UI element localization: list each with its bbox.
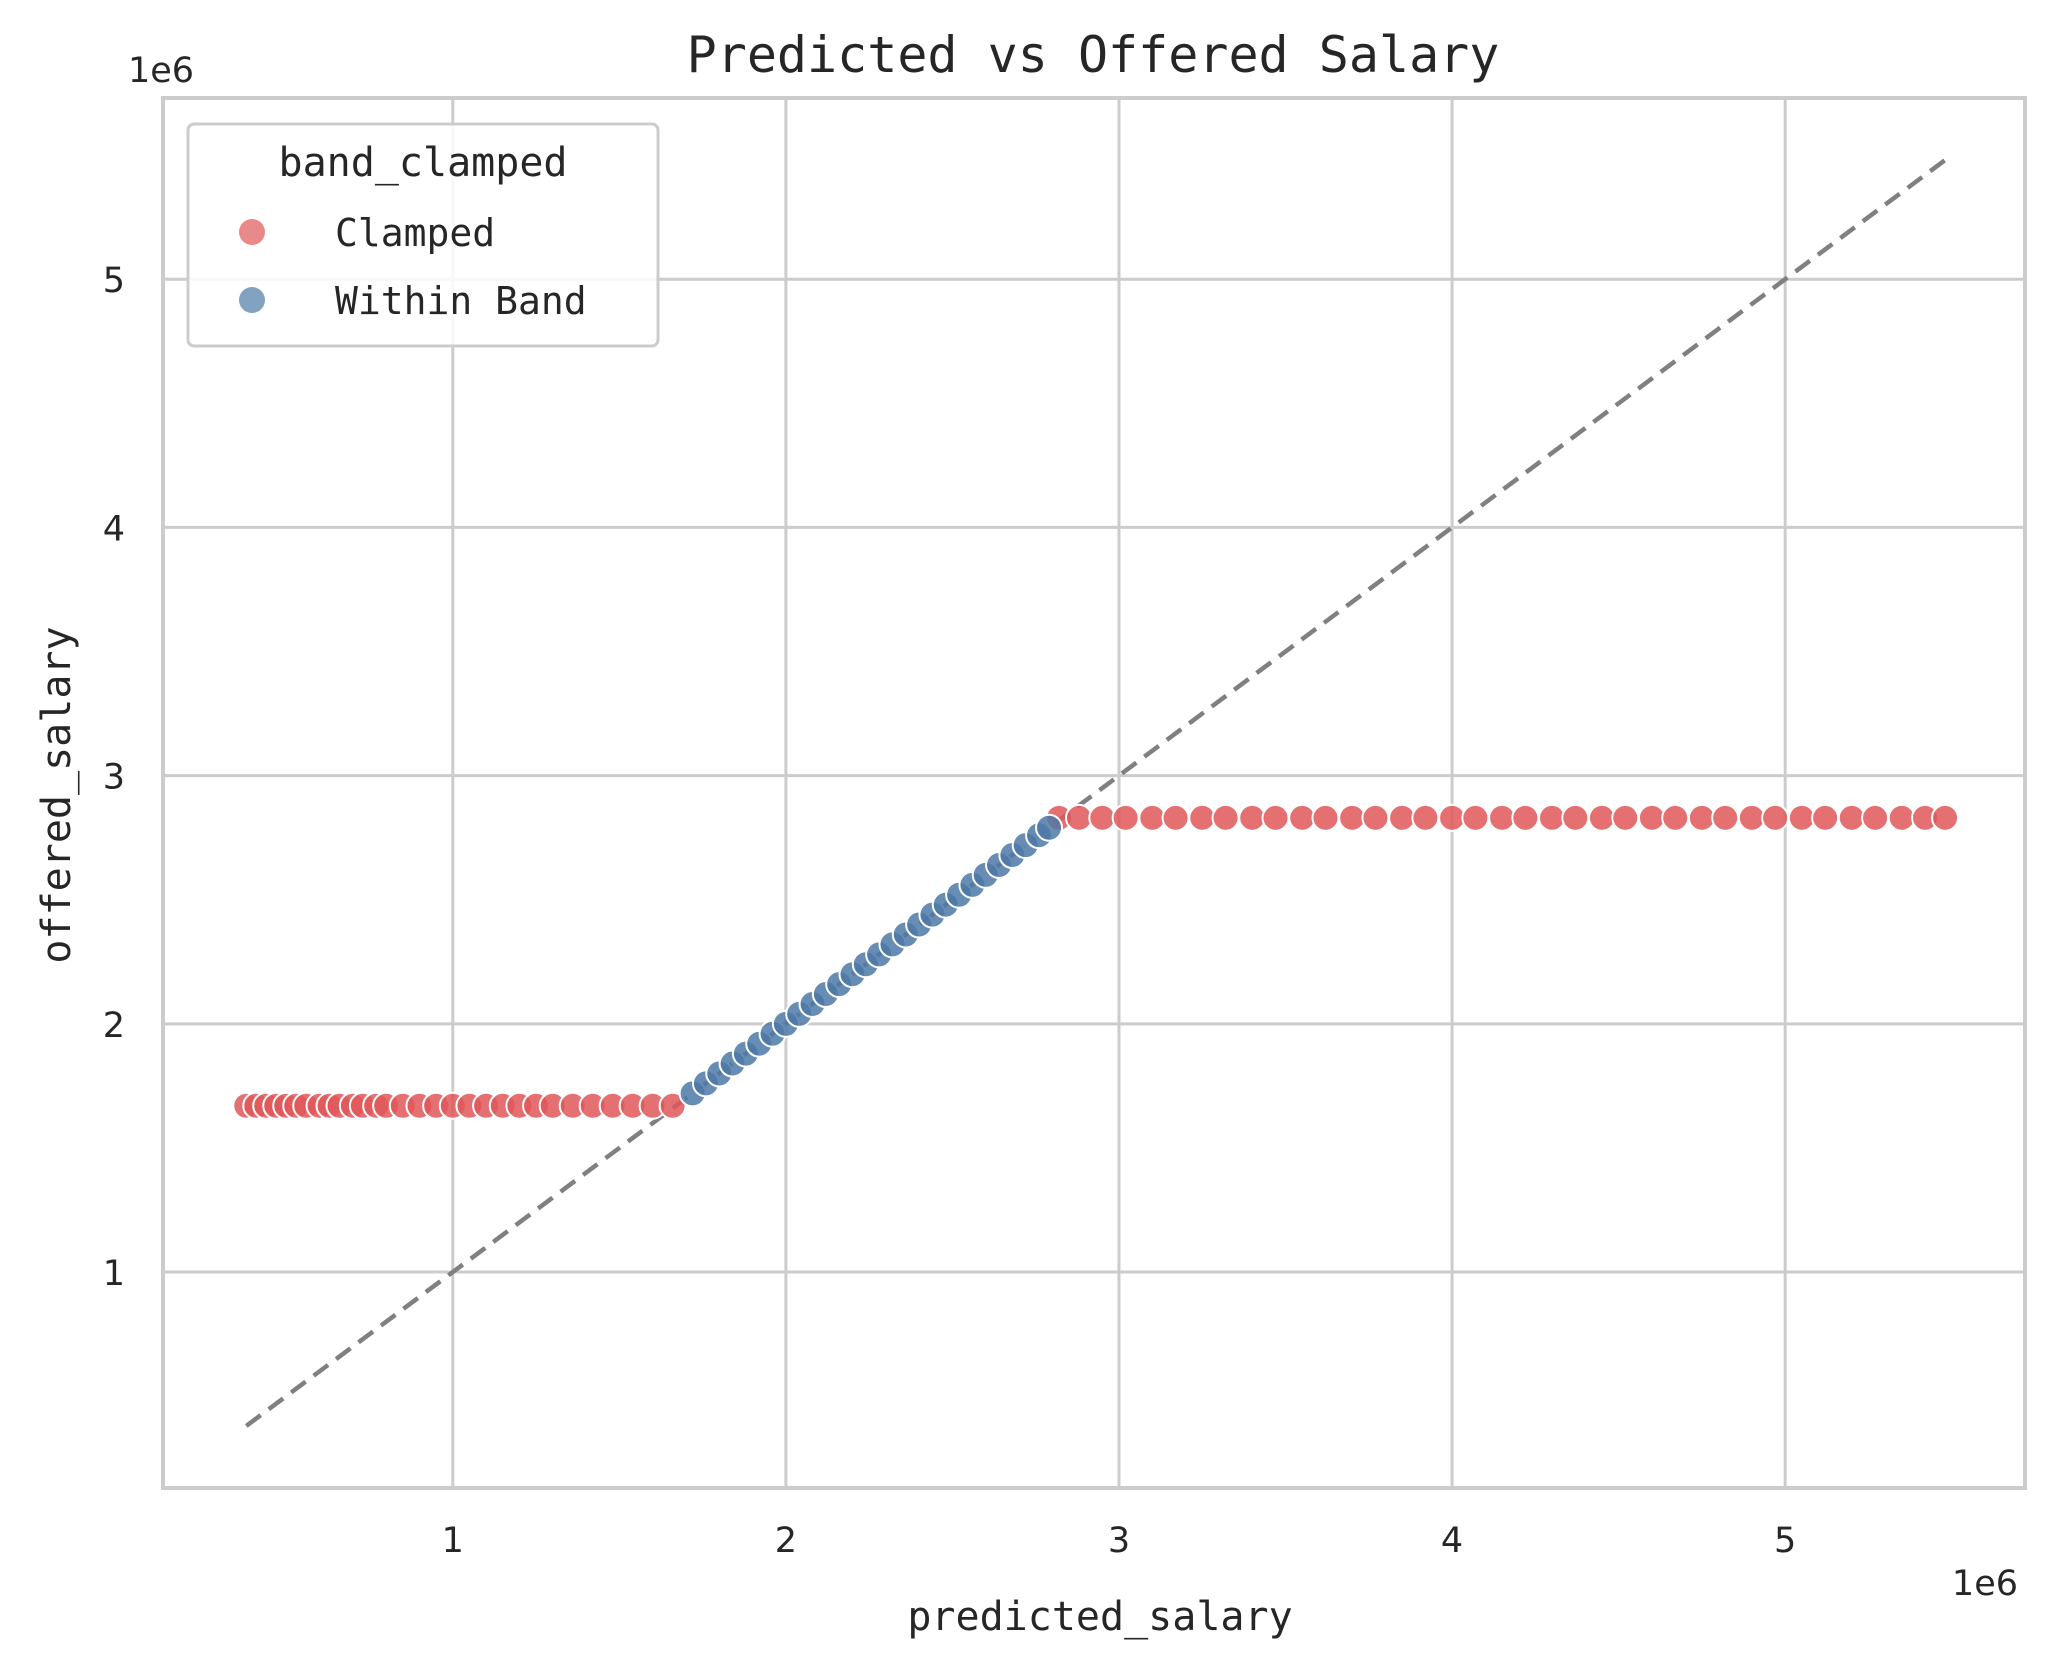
x-tick-labels: 1 2 3 4 5 bbox=[442, 1521, 1797, 1561]
clamped-point bbox=[1587, 803, 1616, 832]
x-tick-label: 2 bbox=[775, 1521, 797, 1561]
legend-marker-within-band bbox=[239, 287, 265, 313]
clamped-point bbox=[1411, 803, 1440, 832]
clamped-point bbox=[1188, 803, 1217, 832]
clamped-point bbox=[1837, 803, 1866, 832]
clamped-point bbox=[1711, 803, 1740, 832]
clamped-point bbox=[1561, 803, 1590, 832]
clamped-point bbox=[1811, 803, 1840, 832]
y-tick-label: 3 bbox=[103, 758, 125, 798]
clamped-point bbox=[1111, 803, 1140, 832]
clamped-point bbox=[1338, 803, 1367, 832]
grid bbox=[163, 98, 2025, 1488]
clamped-point bbox=[1088, 803, 1117, 832]
clamped-point bbox=[1461, 803, 1490, 832]
within-band-point bbox=[1035, 813, 1064, 842]
clamped-point bbox=[1288, 803, 1317, 832]
x-axis-offset-text: 1e6 bbox=[1952, 1564, 2018, 1604]
clamped-point bbox=[1761, 803, 1790, 832]
legend-box bbox=[186, 122, 660, 348]
chart-title: Predicted vs Offered Salary bbox=[687, 26, 1500, 84]
y-tick-labels: 1 2 3 4 5 bbox=[103, 261, 125, 1294]
clamped-point bbox=[1687, 803, 1716, 832]
x-tick-label: 3 bbox=[1108, 1521, 1130, 1561]
legend: band_clamped Clamped Within Band bbox=[186, 122, 660, 348]
x-tick-label: 5 bbox=[1774, 1521, 1796, 1561]
clamped-point bbox=[1261, 803, 1290, 832]
clamped-point bbox=[1737, 803, 1766, 832]
plot-frame bbox=[161, 96, 2027, 1490]
data-points bbox=[232, 803, 1960, 1120]
legend-title: band_clamped bbox=[279, 140, 568, 186]
x-axis-label: predicted_salary bbox=[907, 1594, 1292, 1640]
x-tick-label: 1 bbox=[442, 1521, 464, 1561]
clamped-point bbox=[1511, 803, 1540, 832]
y-tick-label: 5 bbox=[103, 261, 125, 301]
legend-marker-clamped bbox=[239, 219, 265, 245]
clamped-point bbox=[1438, 803, 1467, 832]
y-tick-label: 1 bbox=[103, 1254, 125, 1294]
clamped-point bbox=[1161, 803, 1190, 832]
clamped-point bbox=[1931, 803, 1960, 832]
clamped-point bbox=[1238, 803, 1267, 832]
clamped-point bbox=[1861, 803, 1890, 832]
clamped-point bbox=[1787, 803, 1816, 832]
x-tick-label: 4 bbox=[1441, 1521, 1463, 1561]
y-axis-offset-text: 1e6 bbox=[128, 51, 194, 91]
clamped-point bbox=[1611, 803, 1640, 832]
clamped-point bbox=[1388, 803, 1417, 832]
y-tick-label: 4 bbox=[103, 509, 125, 549]
y-axis-label: offered_salary bbox=[34, 626, 80, 963]
clamped-point bbox=[1138, 803, 1167, 832]
y-tick-label: 2 bbox=[103, 1006, 125, 1046]
clamped-point bbox=[1211, 803, 1240, 832]
identity-reference-line bbox=[244, 158, 1947, 1428]
legend-label-clamped: Clamped bbox=[335, 211, 495, 255]
clamped-point bbox=[1361, 803, 1390, 832]
clamped-point bbox=[1065, 803, 1094, 832]
legend-label-within-band: Within Band bbox=[335, 279, 587, 323]
clamped-point bbox=[1311, 803, 1340, 832]
clamped-point bbox=[1661, 803, 1690, 832]
clamped-point bbox=[1538, 803, 1567, 832]
clamped-point bbox=[1887, 803, 1916, 832]
clamped-point bbox=[658, 1091, 687, 1120]
clamped-point bbox=[1488, 803, 1517, 832]
clamped-point bbox=[1637, 803, 1666, 832]
